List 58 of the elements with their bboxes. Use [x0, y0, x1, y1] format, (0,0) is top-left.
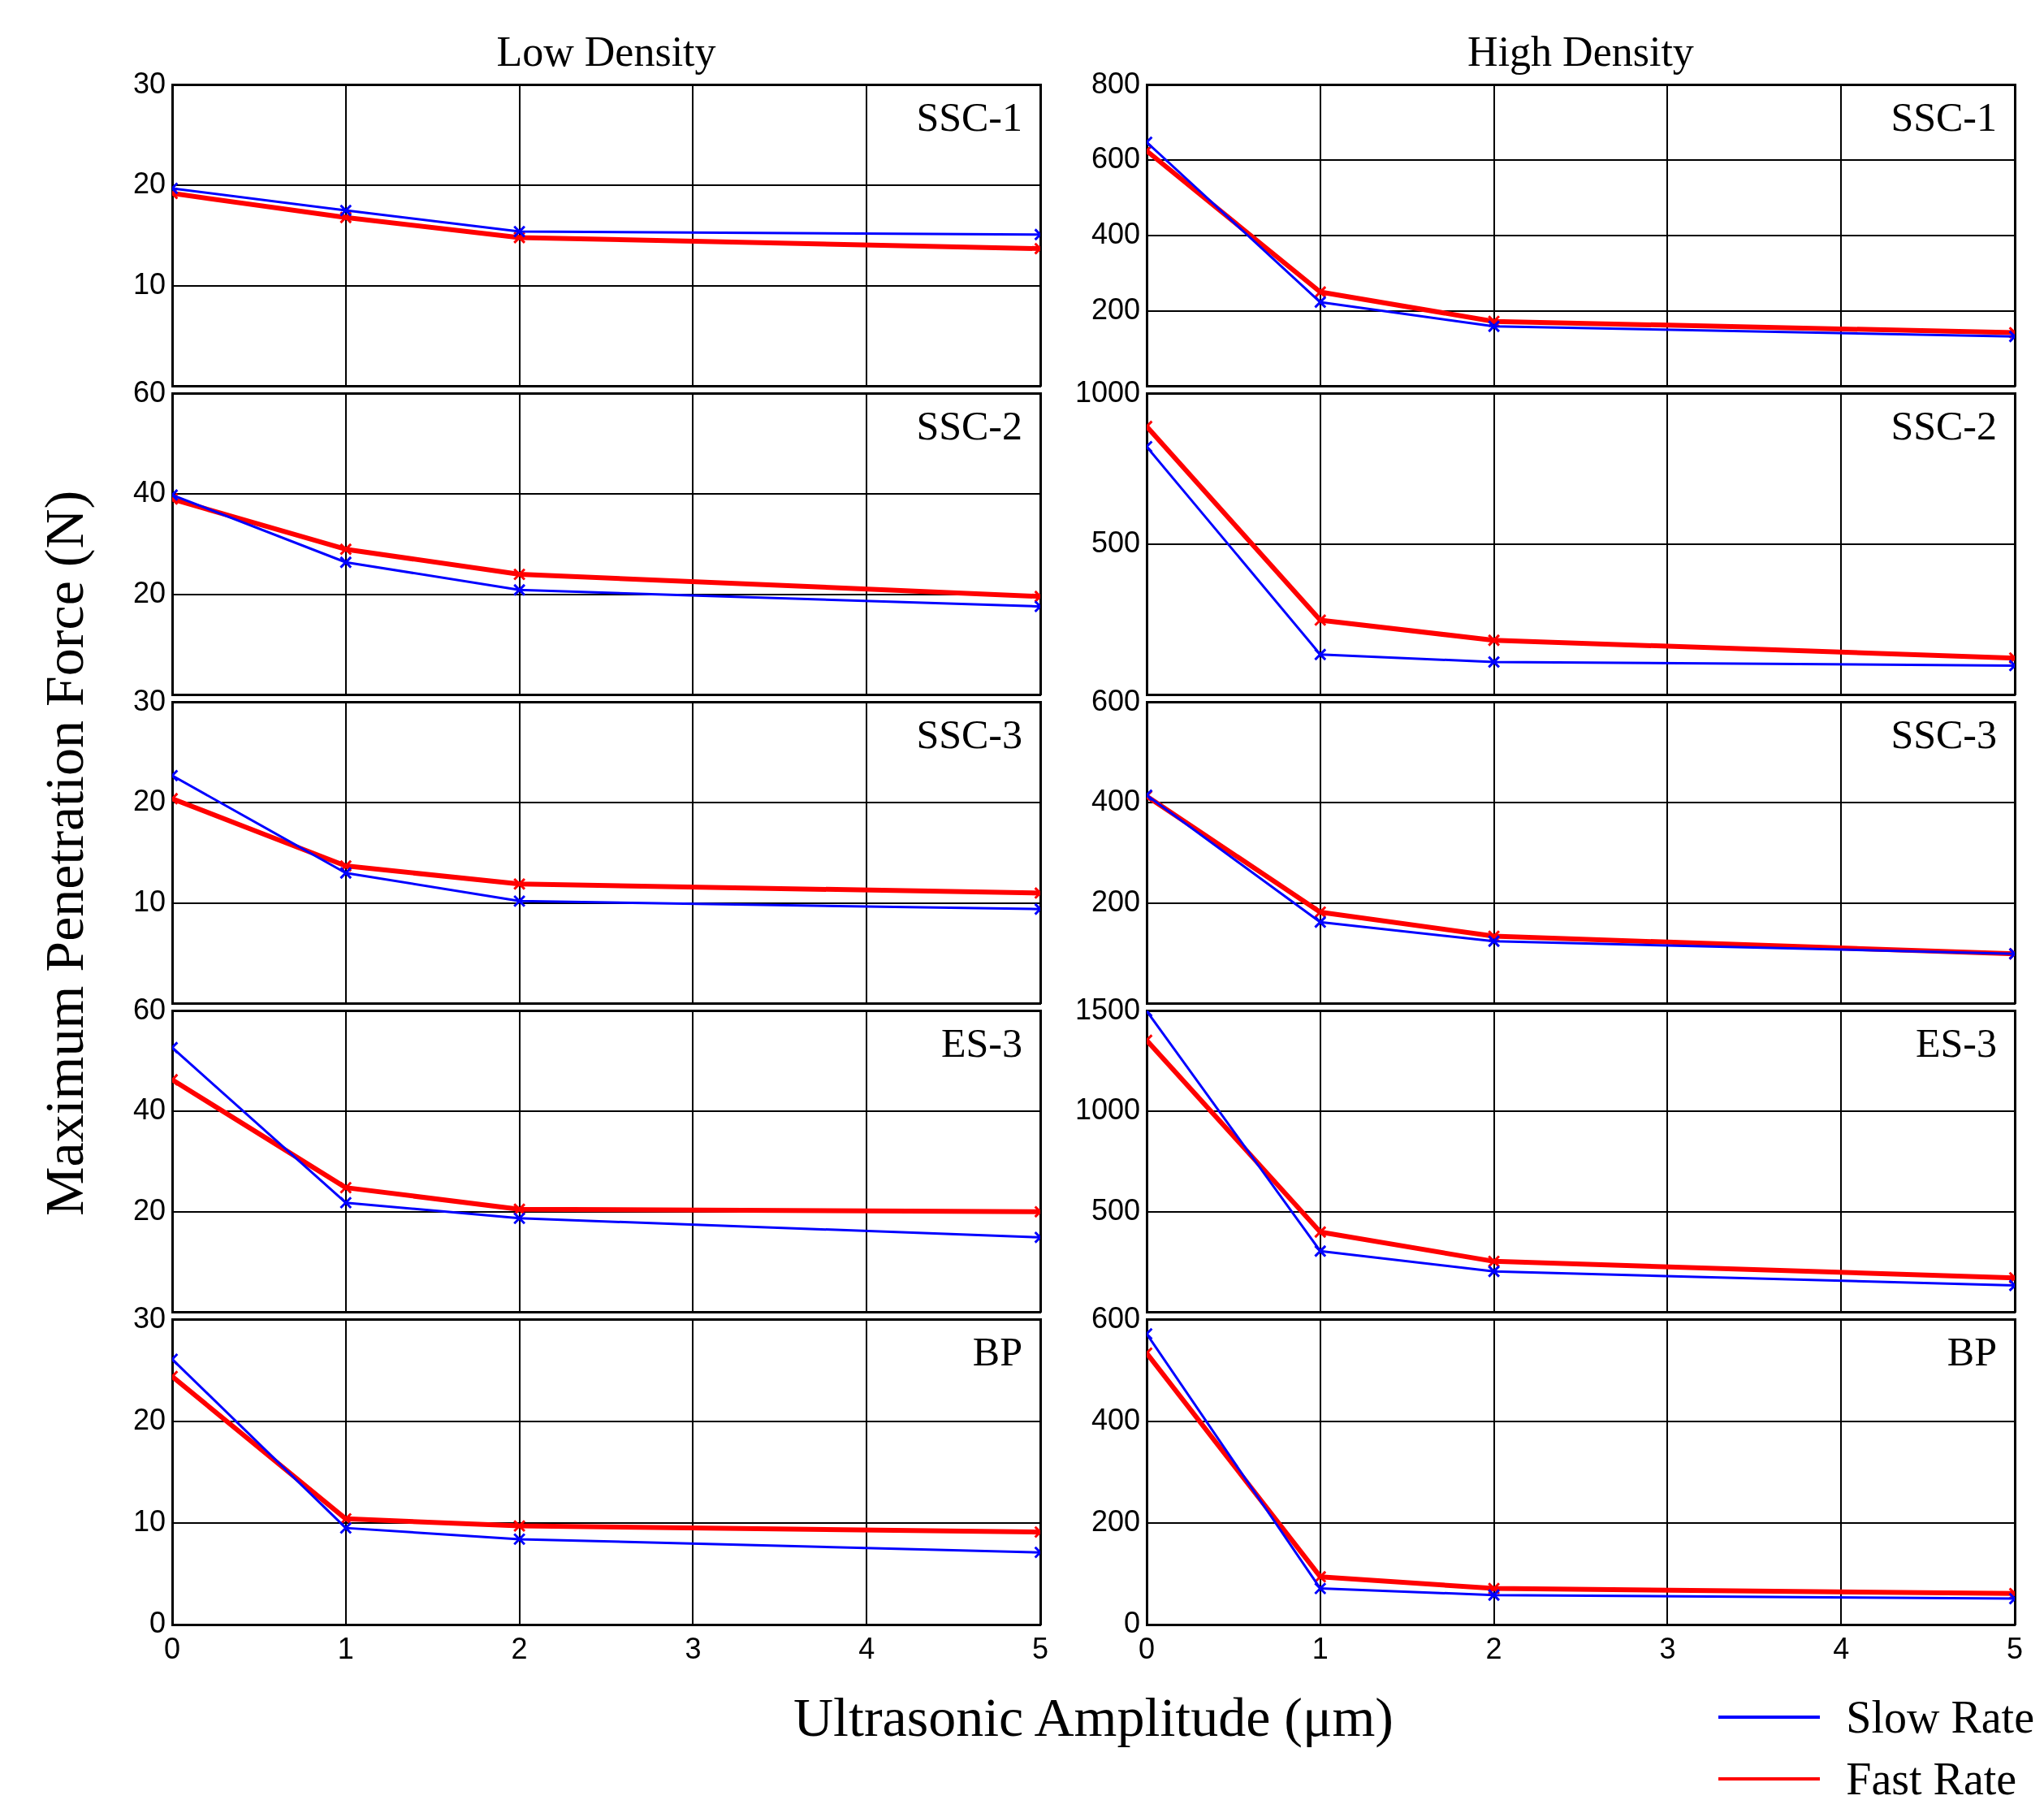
y-tick-label: 20 — [132, 167, 166, 201]
y-tick-label: 40 — [132, 475, 166, 509]
y-tick-label: 400 — [1091, 1402, 1140, 1436]
y-tick-label: 10 — [132, 266, 166, 301]
annotation: SSC-2 — [1891, 402, 1997, 448]
y-tick-label: 600 — [1091, 141, 1140, 175]
y-tick-label: 30 — [132, 1300, 166, 1335]
x-tick-label: 4 — [858, 1631, 875, 1665]
y-tick-label: 400 — [1091, 216, 1140, 250]
y-axis-title: Maximum Penetration Force (N) — [32, 490, 96, 1216]
y-tick-label: 60 — [132, 992, 166, 1026]
annotation: BP — [1947, 1328, 1997, 1374]
x-tick-label: 3 — [1659, 1631, 1676, 1665]
x-tick-label: 5 — [2006, 1631, 2024, 1665]
x-tick-label: 5 — [1031, 1631, 1049, 1665]
y-tick-label: 200 — [1091, 1504, 1140, 1538]
annotation: ES-3 — [941, 1019, 1022, 1066]
y-tick-label: 400 — [1091, 784, 1140, 818]
y-tick-label: 0 — [1123, 1605, 1140, 1639]
y-tick-label: 10 — [132, 884, 166, 918]
y-tick-label: 60 — [132, 374, 166, 409]
y-tick-label: 500 — [1091, 525, 1140, 559]
y-tick-label: 600 — [1091, 1300, 1140, 1335]
x-tick-label: 4 — [1833, 1631, 1850, 1665]
y-tick-label: 200 — [1091, 884, 1140, 918]
x-axis-title: Ultrasonic Amplitude (μm) — [793, 1685, 1394, 1750]
y-tick-label: 30 — [132, 66, 166, 100]
y-tick-label: 600 — [1091, 683, 1140, 717]
y-tick-label: 0 — [149, 1605, 166, 1639]
y-tick-label: 40 — [132, 1093, 166, 1127]
y-tick-label: 20 — [132, 1402, 166, 1436]
annotation: SSC-3 — [916, 711, 1022, 757]
y-tick-label: 800 — [1091, 66, 1140, 100]
y-tick-label: 1000 — [1074, 374, 1140, 409]
chart-title: Low Density — [495, 28, 717, 76]
annotation: BP — [972, 1328, 1022, 1374]
y-tick-label: 1500 — [1074, 992, 1140, 1026]
x-tick-label: 1 — [1312, 1631, 1329, 1665]
x-tick-label: 2 — [511, 1631, 528, 1665]
y-tick-label: 10 — [132, 1504, 166, 1538]
annotation: SSC-3 — [1891, 711, 1997, 757]
x-tick-label: 3 — [685, 1631, 702, 1665]
annotation: ES-3 — [1916, 1019, 1997, 1066]
annotation: SSC-1 — [1891, 93, 1997, 140]
x-tick-label: 2 — [1485, 1631, 1502, 1665]
annotation: SSC-1 — [916, 93, 1022, 140]
annotation: SSC-2 — [916, 402, 1022, 448]
y-tick-label: 30 — [132, 683, 166, 717]
y-tick-label: 500 — [1091, 1192, 1140, 1227]
y-tick-label: 200 — [1091, 292, 1140, 326]
chart-title: High Density — [1467, 28, 1695, 76]
y-tick-label: 20 — [132, 784, 166, 818]
legend-label: Slow Rate — [1846, 1691, 2034, 1743]
y-tick-label: 20 — [132, 1192, 166, 1227]
x-tick-label: 1 — [337, 1631, 354, 1665]
y-tick-label: 20 — [132, 575, 166, 609]
legend-label: Fast Rate — [1846, 1753, 2017, 1805]
y-tick-label: 1000 — [1074, 1093, 1140, 1127]
